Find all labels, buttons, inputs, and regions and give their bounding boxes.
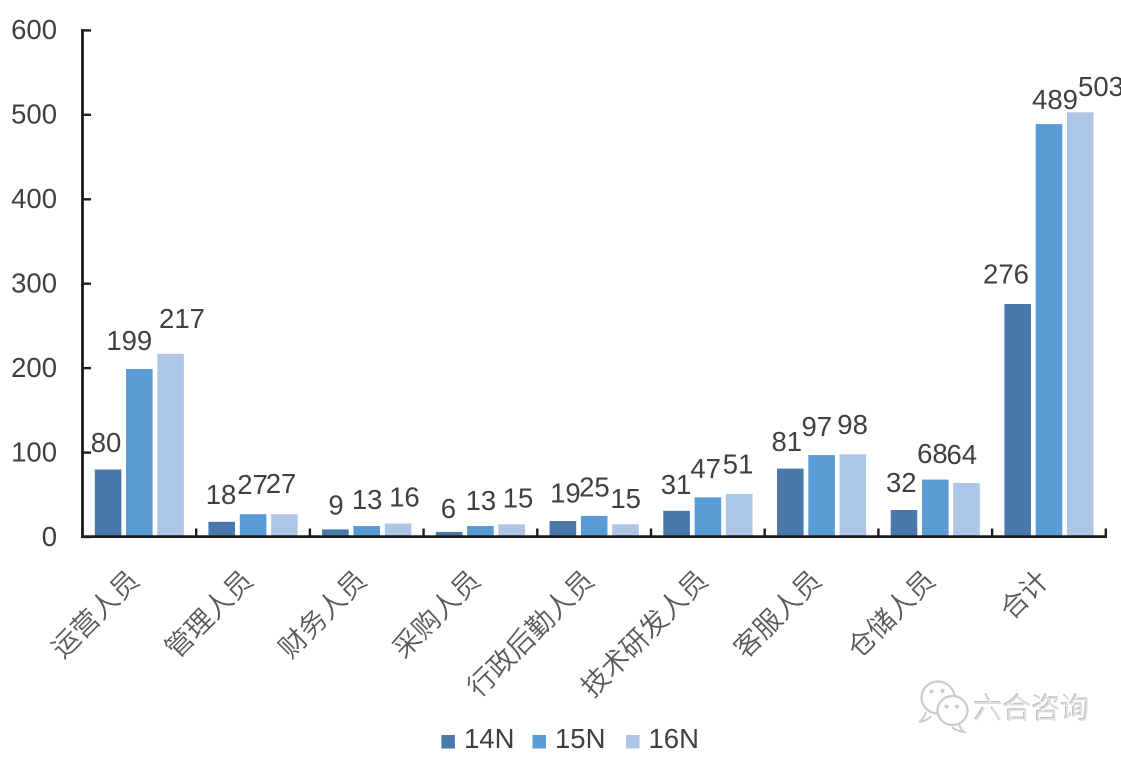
svg-text:14N: 14N bbox=[464, 723, 514, 754]
svg-text:600: 600 bbox=[11, 14, 57, 45]
svg-text:13: 13 bbox=[352, 484, 383, 515]
svg-text:217: 217 bbox=[159, 303, 205, 334]
svg-text:18: 18 bbox=[206, 479, 237, 510]
svg-text:200: 200 bbox=[11, 352, 57, 383]
svg-text:25: 25 bbox=[579, 472, 610, 503]
svg-text:六合咨询: 六合咨询 bbox=[975, 687, 1091, 729]
svg-text:32: 32 bbox=[886, 467, 917, 498]
svg-text:100: 100 bbox=[11, 436, 57, 467]
svg-text:47: 47 bbox=[690, 453, 721, 484]
svg-text:81: 81 bbox=[772, 426, 803, 457]
svg-text:199: 199 bbox=[106, 325, 152, 356]
svg-text:489: 489 bbox=[1032, 84, 1078, 115]
svg-text:503: 503 bbox=[1078, 71, 1121, 102]
svg-text:六合咨询: 六合咨询 bbox=[973, 685, 1089, 727]
svg-text:51: 51 bbox=[723, 449, 754, 480]
svg-text:276: 276 bbox=[983, 259, 1029, 290]
svg-text:97: 97 bbox=[802, 411, 833, 442]
svg-text:0: 0 bbox=[42, 521, 57, 552]
svg-text:64: 64 bbox=[947, 439, 978, 470]
svg-text:400: 400 bbox=[11, 183, 57, 214]
svg-text:15: 15 bbox=[503, 483, 534, 514]
svg-text:16N: 16N bbox=[649, 723, 699, 754]
svg-text:300: 300 bbox=[11, 268, 57, 299]
svg-text:15N: 15N bbox=[555, 723, 605, 754]
svg-text:16: 16 bbox=[389, 482, 420, 513]
svg-text:27: 27 bbox=[266, 468, 297, 499]
svg-text:80: 80 bbox=[91, 427, 122, 458]
svg-text:27: 27 bbox=[237, 469, 268, 500]
svg-text:31: 31 bbox=[661, 469, 692, 500]
svg-text:500: 500 bbox=[11, 99, 57, 130]
svg-text:6: 6 bbox=[441, 493, 456, 524]
svg-text:15: 15 bbox=[610, 483, 641, 514]
svg-text:19: 19 bbox=[550, 477, 581, 508]
svg-text:9: 9 bbox=[328, 490, 343, 521]
svg-text:98: 98 bbox=[837, 409, 868, 440]
svg-text:六合咨询: 六合咨询 bbox=[974, 686, 1090, 728]
svg-text:13: 13 bbox=[466, 485, 497, 516]
svg-text:68: 68 bbox=[917, 438, 948, 469]
